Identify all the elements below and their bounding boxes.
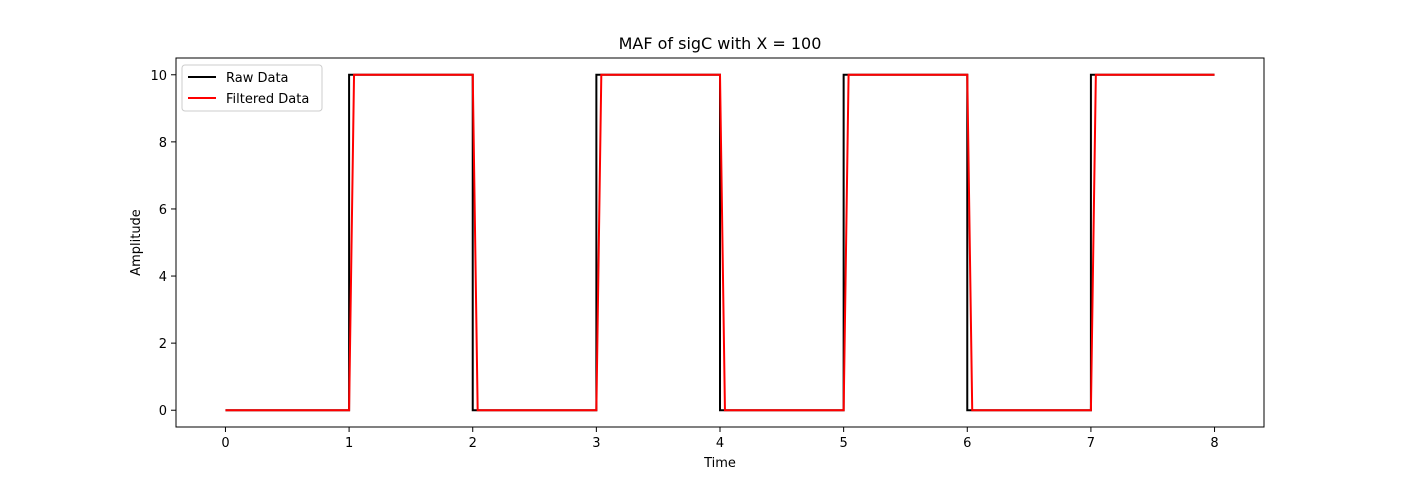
x-tick-label: 6: [963, 436, 971, 451]
y-tick-label: 2: [159, 337, 167, 352]
x-tick-label: 1: [345, 436, 353, 451]
series-line-filtered-data: [225, 73, 1215, 412]
x-tick-label: 2: [469, 436, 477, 451]
y-tick-label: 8: [159, 136, 167, 151]
y-tick-label: 10: [150, 69, 167, 84]
legend: Raw Data Filtered Data: [181, 64, 323, 112]
legend-label: Raw Data: [226, 71, 289, 86]
y-axis-label: Amplitude: [129, 209, 144, 276]
x-tick-label: 4: [716, 436, 724, 451]
legend-box: [181, 64, 323, 112]
plot-area: [225, 73, 1215, 412]
x-tick-label: 3: [592, 436, 600, 451]
x-tick-label: 8: [1210, 436, 1218, 451]
x-axis-label: Time: [703, 456, 736, 471]
axes: 0 1 2 3 4 5 6 7 8 0 2 4 6 8 10: [150, 57, 1265, 451]
chart-title: MAF of sigC with X = 100: [619, 34, 822, 53]
x-tick-label: 0: [221, 436, 229, 451]
x-tick-label: 7: [1087, 436, 1095, 451]
x-tick-label: 5: [839, 436, 847, 451]
legend-label: Filtered Data: [226, 92, 309, 107]
y-tick-label: 4: [159, 270, 167, 285]
y-tick-label: 0: [159, 404, 167, 419]
y-tick-label: 6: [159, 203, 167, 218]
